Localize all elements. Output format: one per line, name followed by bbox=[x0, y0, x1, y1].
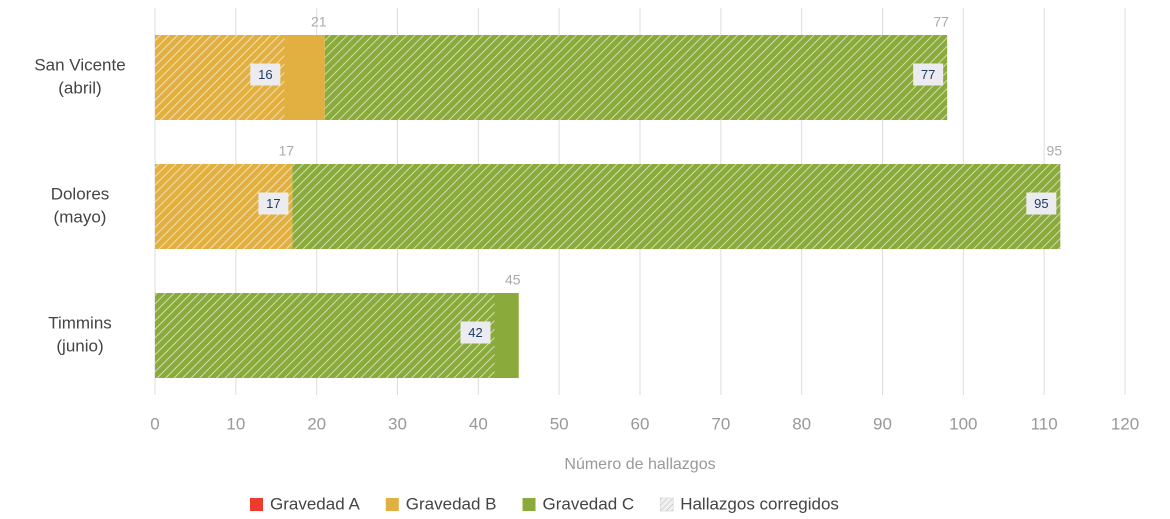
legend-swatch bbox=[522, 498, 536, 511]
corrected-label-box bbox=[250, 63, 281, 86]
x-tick-label: 20 bbox=[307, 414, 326, 433]
x-tick-label: 80 bbox=[792, 414, 811, 433]
x-tick-label: 70 bbox=[711, 414, 730, 433]
value-label: 21 bbox=[311, 14, 327, 30]
x-tick-label: 40 bbox=[469, 414, 488, 433]
legend-label: Gravedad B bbox=[406, 494, 497, 513]
legend-swatch bbox=[385, 498, 399, 511]
y-tick-label: Dolores (mayo) bbox=[51, 185, 110, 227]
legend-label: Hallazgos corregidos bbox=[680, 494, 839, 513]
legend-swatch bbox=[659, 497, 674, 512]
legend-label: Gravedad C bbox=[543, 494, 635, 513]
value-label: 77 bbox=[933, 14, 949, 30]
y-tick-label-line: Dolores bbox=[51, 185, 110, 204]
x-tick-label: 30 bbox=[388, 414, 407, 433]
corrected-label: 16 bbox=[258, 67, 272, 82]
legend-swatch bbox=[250, 498, 263, 511]
y-tick-label: Timmins (junio) bbox=[48, 314, 112, 356]
y-tick-label-line: San Vicente bbox=[34, 56, 125, 75]
corrected-overlay bbox=[324, 35, 948, 120]
legend-label: Gravedad A bbox=[270, 494, 360, 513]
x-tick-label: 50 bbox=[550, 414, 569, 433]
y-tick-label-line: (junio) bbox=[56, 337, 103, 356]
y-tick-label-line: (mayo) bbox=[54, 208, 107, 227]
value-label: 95 bbox=[1047, 143, 1063, 159]
x-tick-label: 90 bbox=[873, 414, 892, 433]
x-tick-label: 60 bbox=[631, 414, 650, 433]
corrected-label-box bbox=[460, 321, 491, 344]
x-tick-label: 120 bbox=[1111, 414, 1139, 433]
corrected-label-box bbox=[258, 192, 289, 215]
x-axis-title: Número de hallazgos bbox=[564, 456, 715, 473]
corrected-label-box bbox=[1026, 192, 1057, 215]
value-label: 45 bbox=[505, 272, 521, 288]
corrected-label: 42 bbox=[468, 325, 482, 340]
corrected-label: 95 bbox=[1034, 196, 1048, 211]
x-tick-label: 110 bbox=[1031, 414, 1058, 433]
x-tick-label: 0 bbox=[150, 414, 159, 433]
corrected-label-box bbox=[913, 63, 944, 86]
value-label: 17 bbox=[279, 143, 295, 159]
corrected-overlay bbox=[155, 293, 495, 378]
y-tick-label-line: (abril) bbox=[58, 79, 101, 98]
corrected-label: 17 bbox=[266, 196, 280, 211]
corrected-overlay bbox=[292, 164, 1061, 249]
x-tick-label: 10 bbox=[226, 414, 245, 433]
y-tick-label: San Vicente (abril) bbox=[34, 56, 125, 98]
y-tick-label-line: Timmins bbox=[48, 314, 112, 333]
corrected-label: 77 bbox=[921, 67, 935, 82]
x-tick-label: 100 bbox=[949, 414, 977, 433]
